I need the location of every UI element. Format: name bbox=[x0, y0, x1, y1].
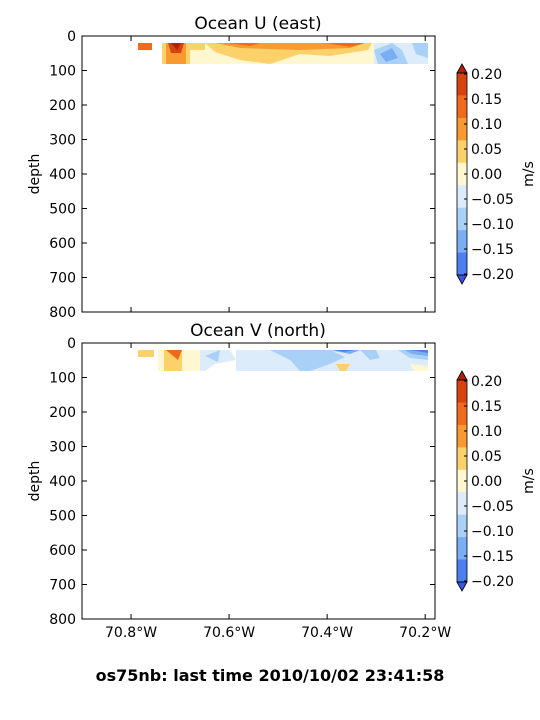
panel-u-frame bbox=[81, 35, 436, 313]
colorbar-segment bbox=[457, 402, 467, 426]
panel-u-colorbar: 0.20 0.15 0.10 0.05 0.00 −0.05 −0.10 −0.15 −0.20… bbox=[456, 63, 537, 285]
colorbar-segment bbox=[457, 207, 467, 231]
colorbar-extend-min bbox=[456, 274, 468, 285]
colorbar-extend-max bbox=[456, 63, 468, 74]
colorbar-tick-label: 0.10 bbox=[471, 424, 502, 440]
colorbar-segment bbox=[457, 380, 467, 403]
panel-v-frame bbox=[81, 342, 436, 620]
panel-u-ylabel: depth bbox=[27, 154, 43, 195]
colorbar-segment bbox=[457, 117, 467, 141]
y-tick-label: 600 bbox=[49, 543, 76, 559]
colorbar-label: m/s bbox=[521, 161, 537, 187]
x-tick-label: 70.8°W bbox=[105, 625, 157, 641]
y-tick-label: 300 bbox=[49, 133, 76, 149]
colorbar-tick-label: −0.10 bbox=[471, 524, 514, 540]
colorbar-segment bbox=[457, 185, 467, 209]
x-tick-label: 70.4°W bbox=[301, 625, 353, 641]
y-tick-label: 700 bbox=[49, 271, 76, 287]
x-tick-label: 70.6°W bbox=[203, 625, 255, 641]
colorbar-extend-min bbox=[456, 581, 468, 592]
y-tick-label: 100 bbox=[49, 371, 76, 387]
y-tick-label: 0 bbox=[67, 336, 76, 352]
v-patch bbox=[410, 364, 428, 371]
u-patch bbox=[325, 43, 365, 47]
u-patch bbox=[380, 48, 398, 62]
panel-v-colorbar: 0.20 0.15 0.10 0.05 0.00 −0.05 −0.10 −0.15 −0.20… bbox=[456, 370, 537, 592]
colorbar-segment bbox=[457, 95, 467, 119]
v-patch bbox=[334, 350, 354, 352]
colorbar-tick-label: −0.05 bbox=[471, 499, 514, 515]
colorbar-segment bbox=[457, 514, 467, 538]
y-tick-label: 200 bbox=[49, 405, 76, 421]
panel-u-yaxis: 0 100 200 300 400 500 600 700 800 bbox=[49, 29, 435, 321]
colorbar-extend-max bbox=[456, 370, 468, 381]
colorbar-tick-label: 0.10 bbox=[471, 117, 502, 133]
y-tick-label: 800 bbox=[49, 305, 76, 321]
colorbar-segment bbox=[457, 537, 467, 561]
y-tick-label: 500 bbox=[49, 509, 76, 525]
panel-u-xaxis bbox=[130, 36, 426, 312]
y-tick-label: 800 bbox=[49, 612, 76, 628]
panel-u-field bbox=[138, 43, 428, 64]
colorbar-tick-label: 0.05 bbox=[471, 142, 502, 158]
panel-v-ylabel: depth bbox=[27, 461, 43, 502]
colorbar-tick-label: −0.15 bbox=[471, 549, 514, 565]
colorbar-tick-label: 0.05 bbox=[471, 449, 502, 465]
u-patch bbox=[138, 43, 152, 50]
panel-u-title: Ocean U (east) bbox=[194, 14, 321, 34]
panel-v-field bbox=[138, 350, 428, 371]
v-patch bbox=[205, 350, 220, 362]
panel-v-xaxis: 70.8°W 70.6°W 70.4°W 70.2°W bbox=[105, 343, 451, 641]
y-tick-label: 300 bbox=[49, 440, 76, 456]
colorbar-label: m/s bbox=[521, 468, 537, 494]
colorbar-tick-label: −0.20 bbox=[471, 267, 514, 283]
v-patch bbox=[138, 350, 154, 357]
colorbar-tick-label: 0.00 bbox=[471, 474, 502, 490]
v-patch bbox=[410, 350, 428, 353]
u-patch bbox=[171, 43, 181, 50]
footer-caption: os75nb: last time 2010/10/02 23:41:58 bbox=[95, 666, 445, 685]
colorbar-segment bbox=[457, 140, 467, 164]
colorbar-segment bbox=[457, 447, 467, 471]
colorbar-tick-label: −0.10 bbox=[471, 217, 514, 233]
panel-v-yaxis: 0 100 200 300 400 500 600 700 800 bbox=[49, 336, 435, 628]
y-tick-label: 700 bbox=[49, 578, 76, 594]
v-patch bbox=[166, 350, 182, 360]
colorbar-segment bbox=[457, 424, 467, 448]
u-patch bbox=[412, 43, 428, 58]
y-tick-label: 400 bbox=[49, 474, 76, 490]
colorbar-segment bbox=[457, 469, 467, 493]
panel-u: Ocean U (east) depth 0 100 200 300 400 500 600… bbox=[27, 14, 537, 321]
y-tick-label: 0 bbox=[67, 29, 76, 45]
colorbar-tick-label: 0.15 bbox=[471, 92, 502, 108]
u-patch bbox=[228, 43, 260, 46]
panel-v-title: Ocean V (north) bbox=[190, 321, 326, 341]
x-tick-label: 70.2°W bbox=[399, 625, 451, 641]
y-tick-label: 200 bbox=[49, 98, 76, 114]
colorbar-tick-label: 0.20 bbox=[471, 374, 502, 390]
colorbar-tick-label: −0.15 bbox=[471, 242, 514, 258]
colorbar-segment bbox=[457, 252, 467, 276]
colorbar-segment bbox=[457, 73, 467, 96]
colorbar-segment bbox=[457, 230, 467, 254]
v-patch bbox=[336, 364, 350, 371]
v-patch bbox=[330, 350, 360, 354]
colorbar-segment bbox=[457, 162, 467, 186]
y-tick-label: 100 bbox=[49, 64, 76, 80]
v-patch bbox=[360, 350, 380, 360]
colorbar-tick-label: 0.00 bbox=[471, 167, 502, 183]
panel-v: Ocean V (north) depth 0 100 200 300 400 500 60… bbox=[27, 321, 537, 641]
u-patch bbox=[190, 50, 208, 64]
y-tick-label: 400 bbox=[49, 167, 76, 183]
colorbar-tick-label: −0.05 bbox=[471, 192, 514, 208]
colorbar-segment bbox=[457, 559, 467, 583]
colorbar-tick-label: 0.20 bbox=[471, 67, 502, 83]
colorbar-tick-label: −0.20 bbox=[471, 574, 514, 590]
colorbar-tick-label: 0.15 bbox=[471, 399, 502, 415]
y-tick-label: 500 bbox=[49, 202, 76, 218]
v-patch bbox=[270, 350, 345, 371]
y-tick-label: 600 bbox=[49, 236, 76, 252]
colorbar-segment bbox=[457, 492, 467, 516]
